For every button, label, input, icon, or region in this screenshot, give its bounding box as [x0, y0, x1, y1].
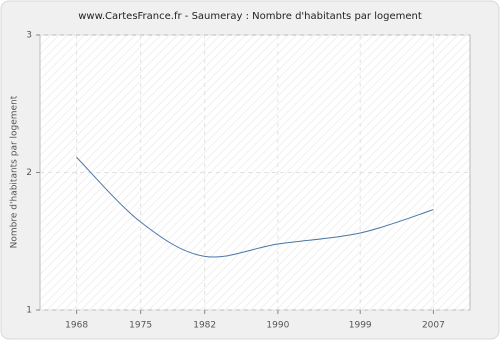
plot-frame: [39, 34, 471, 311]
y-axis-label: Nombre d'habitants par logement: [10, 95, 20, 248]
y-tick-label: 3: [26, 31, 32, 41]
x-tick-label: 1975: [129, 321, 152, 331]
x-tick-label: 1999: [349, 321, 372, 331]
chart-title: www.CartesFrance.fr - Saumeray : Nombre …: [78, 11, 422, 22]
y-tick-label: 1: [26, 306, 32, 316]
x-tick-label: 2007: [422, 321, 445, 331]
x-tick-label: 1968: [65, 321, 88, 331]
x-tick-label: 1990: [266, 321, 289, 331]
y-tick-label: 2: [26, 168, 32, 178]
x-tick-label: 1982: [193, 321, 216, 331]
line: [76, 157, 434, 258]
